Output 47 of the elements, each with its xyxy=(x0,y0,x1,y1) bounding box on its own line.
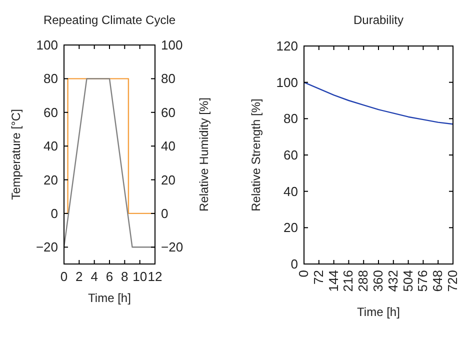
x-tick-label: 648 xyxy=(430,270,446,292)
y2-tick-label: 40 xyxy=(161,138,176,154)
y-tick-label: 20 xyxy=(284,220,298,236)
y-tick-label: 60 xyxy=(284,148,298,162)
x-tick-label: 12 xyxy=(148,269,162,284)
x-axis-title: Time [h] xyxy=(357,305,400,319)
y-tick-label: 100 xyxy=(276,74,298,90)
y-tick-label: 80 xyxy=(284,111,298,126)
y2-tick-label: 100 xyxy=(161,38,183,52)
y-tick-label: 120 xyxy=(276,38,298,54)
x-tick-label: 0 xyxy=(60,269,68,284)
x-tick-label: 72 xyxy=(310,270,326,284)
x-tick-label: 144 xyxy=(326,270,341,292)
x-tick-label: 2 xyxy=(76,269,83,284)
y-tick-label: −20 xyxy=(36,240,58,255)
chart-title: Repeating Climate Cycle xyxy=(43,13,176,27)
y2-tick-label: 20 xyxy=(161,172,176,188)
x-tick-label: 0 xyxy=(296,270,311,278)
x-tick-label: 216 xyxy=(340,270,356,292)
y-tick-label: 40 xyxy=(44,138,58,154)
y-tick-label: 40 xyxy=(284,184,298,199)
line-series xyxy=(303,82,454,125)
y-tick-label: 60 xyxy=(44,104,58,120)
x-tick-label: 4 xyxy=(90,269,98,284)
x-axis-title: Time [h] xyxy=(88,291,131,305)
x-tick-label: 432 xyxy=(385,270,400,292)
y2-tick-label: 0 xyxy=(161,206,168,221)
y2-tick-label: 80 xyxy=(161,71,176,86)
y-tick-label: 0 xyxy=(290,256,298,272)
x-tick-label: 576 xyxy=(415,270,430,292)
x-tick-label: 6 xyxy=(106,269,114,284)
y-axis-title: Relative Strength [%] xyxy=(249,98,263,212)
y2-tick-label: 60 xyxy=(161,104,176,120)
y-tick-label: 0 xyxy=(50,206,58,221)
x-tick-label: 720 xyxy=(445,270,460,292)
x-tick-label: 360 xyxy=(370,270,386,292)
x-tick-label: 8 xyxy=(121,269,128,284)
x-tick-label: 10 xyxy=(132,269,148,284)
y-axis-title: Temperature [°C] xyxy=(9,109,23,200)
y2-axis-title: Relative Humidity [%] xyxy=(197,97,211,212)
y2-tick-label: −20 xyxy=(161,240,184,255)
x-tick-label: 288 xyxy=(356,270,371,292)
y-tick-label: 100 xyxy=(36,38,58,52)
y-tick-label: 20 xyxy=(44,172,58,188)
x-tick-label: 504 xyxy=(400,270,416,292)
chart-title: Durability xyxy=(353,13,404,27)
y-tick-label: 80 xyxy=(44,71,58,86)
